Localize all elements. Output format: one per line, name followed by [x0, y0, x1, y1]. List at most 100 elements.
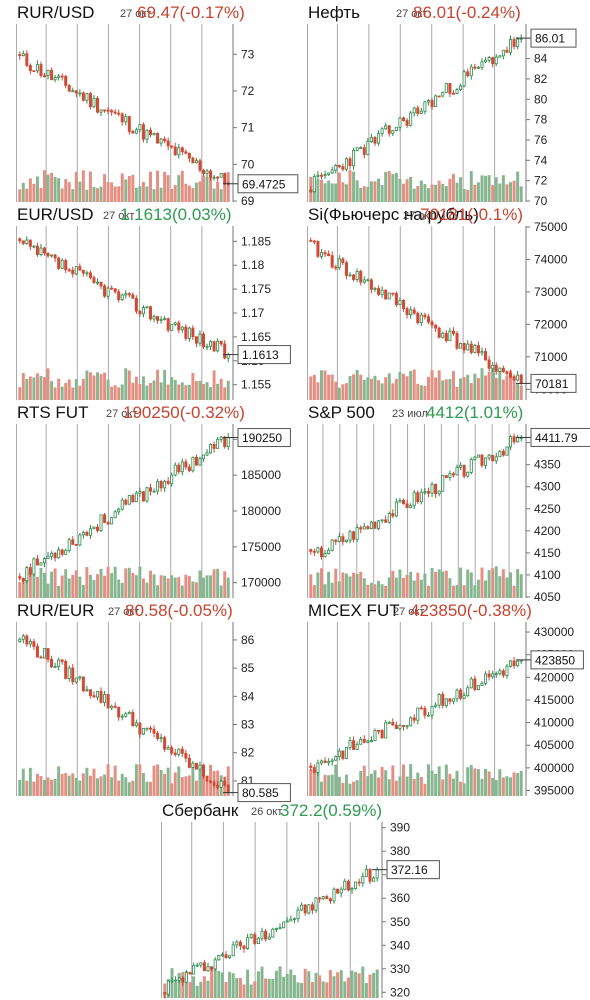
volume-bar: [380, 584, 384, 598]
volume-bar: [323, 584, 327, 598]
candle-body: [312, 550, 316, 553]
volume-bar: [334, 183, 338, 202]
volume-bar: [328, 970, 332, 998]
volume-bar: [226, 766, 230, 796]
candle-body: [209, 444, 213, 454]
chart-panel[interactable]: Si(Фьючерс на рубль) 27 окт 70181(-0.1%) 75…: [306, 204, 590, 400]
candle-body: [32, 558, 36, 575]
quote-date: 27 окт: [393, 606, 425, 618]
volume-bar: [74, 171, 78, 202]
volume-bar: [341, 782, 345, 796]
candle-body: [206, 966, 210, 972]
candle-body: [343, 880, 347, 890]
candle-body: [92, 695, 96, 698]
volume-bar: [85, 767, 89, 796]
volume-bar: [369, 773, 373, 796]
volume-bar: [505, 375, 509, 400]
volume-bar: [369, 582, 373, 598]
volume-bar: [50, 381, 54, 400]
chart-panel[interactable]: RUR/EUR 27 окт 80.58(-0.05%) 86 85 84 83 82 81 80…: [15, 600, 297, 803]
candle-body: [113, 288, 117, 293]
axis-tick-label: 70: [241, 157, 255, 171]
chart-panel[interactable]: EUR/USD 27 окт 1.1613(0.03%) 1.185 1.18 1.175…: [15, 204, 297, 400]
axis-tick-label: 4050: [534, 590, 561, 604]
candle-body: [362, 738, 366, 743]
quote-change: 70181(-0.1%): [420, 205, 524, 224]
volume-bar: [380, 185, 384, 202]
volume-bar: [187, 775, 191, 796]
candle-body: [387, 721, 391, 724]
volume-bar: [373, 770, 377, 796]
volume-bar: [92, 187, 96, 202]
chart-panel[interactable]: Нефть 27 окт 86.01(-0.24%) 84 82 80 78 76 74 72 70…: [306, 2, 590, 208]
candle-body: [64, 76, 68, 86]
volume-bar: [309, 769, 313, 796]
volume-bar: [103, 174, 107, 202]
volume-bar: [387, 373, 391, 400]
candle-body: [430, 483, 434, 494]
volume-bar: [202, 383, 205, 400]
volume-bar: [134, 764, 138, 796]
volume-bar: [152, 189, 156, 202]
candle-body: [67, 85, 71, 92]
candle-body: [455, 689, 459, 700]
volume-bar: [127, 176, 131, 202]
volume-bar: [494, 566, 498, 598]
volume-bar: [43, 780, 46, 796]
volume-bar: [466, 569, 470, 598]
axis-tick-label: 78: [534, 113, 548, 127]
candle-body: [487, 454, 491, 459]
volume-bar: [43, 170, 46, 202]
volume-bar: [124, 568, 128, 598]
volume-bar: [412, 580, 416, 598]
volume-bar: [441, 779, 445, 796]
candle-body: [409, 309, 413, 316]
volume-bar: [187, 576, 191, 598]
candle-body: [341, 258, 345, 264]
axis-tick-label: 72: [534, 174, 548, 188]
candle-body: [138, 124, 142, 131]
volume-bar: [377, 580, 381, 598]
volume-bar: [459, 567, 463, 598]
candle-body: [141, 307, 145, 315]
chart-panel[interactable]: RUR/USD 27 окт 69.47(-0.17%) 73 72 71 70 69 69.4…: [15, 2, 299, 208]
candle-body: [341, 166, 345, 170]
candle-body: [484, 59, 488, 63]
candle-body: [159, 737, 163, 740]
volume-bar: [509, 572, 512, 598]
volume-bar: [491, 185, 495, 202]
volume-bar: [141, 578, 145, 598]
candle-body: [484, 351, 488, 361]
volume-bar: [50, 779, 54, 796]
volume-bar: [375, 969, 379, 998]
candle-body: [25, 635, 29, 645]
volume-bar: [380, 766, 384, 796]
volume-bar: [141, 181, 145, 202]
volume-bar: [444, 570, 448, 598]
axis-tick-label: 69: [241, 194, 255, 208]
candle-body: [163, 138, 167, 142]
candle-body: [498, 55, 502, 58]
candle-body: [81, 676, 85, 692]
candle-body: [194, 762, 198, 770]
volume-bar: [156, 369, 160, 400]
candle-body: [348, 274, 352, 277]
quote-date: 27 окт: [108, 606, 140, 618]
axis-tick-label: 4100: [534, 568, 561, 582]
volume-bar: [124, 368, 128, 400]
quote-date: 23 июл: [392, 408, 428, 420]
candle-body: [361, 876, 365, 884]
volume-bar: [469, 383, 473, 400]
candle-body: [202, 333, 205, 348]
volume-bar: [336, 972, 340, 998]
candle-body: [187, 757, 191, 768]
candle-body: [64, 260, 68, 271]
volume-bar: [498, 183, 502, 202]
volume-bar: [434, 377, 438, 400]
volume-bar: [28, 569, 32, 598]
volume-bar: [60, 386, 64, 400]
